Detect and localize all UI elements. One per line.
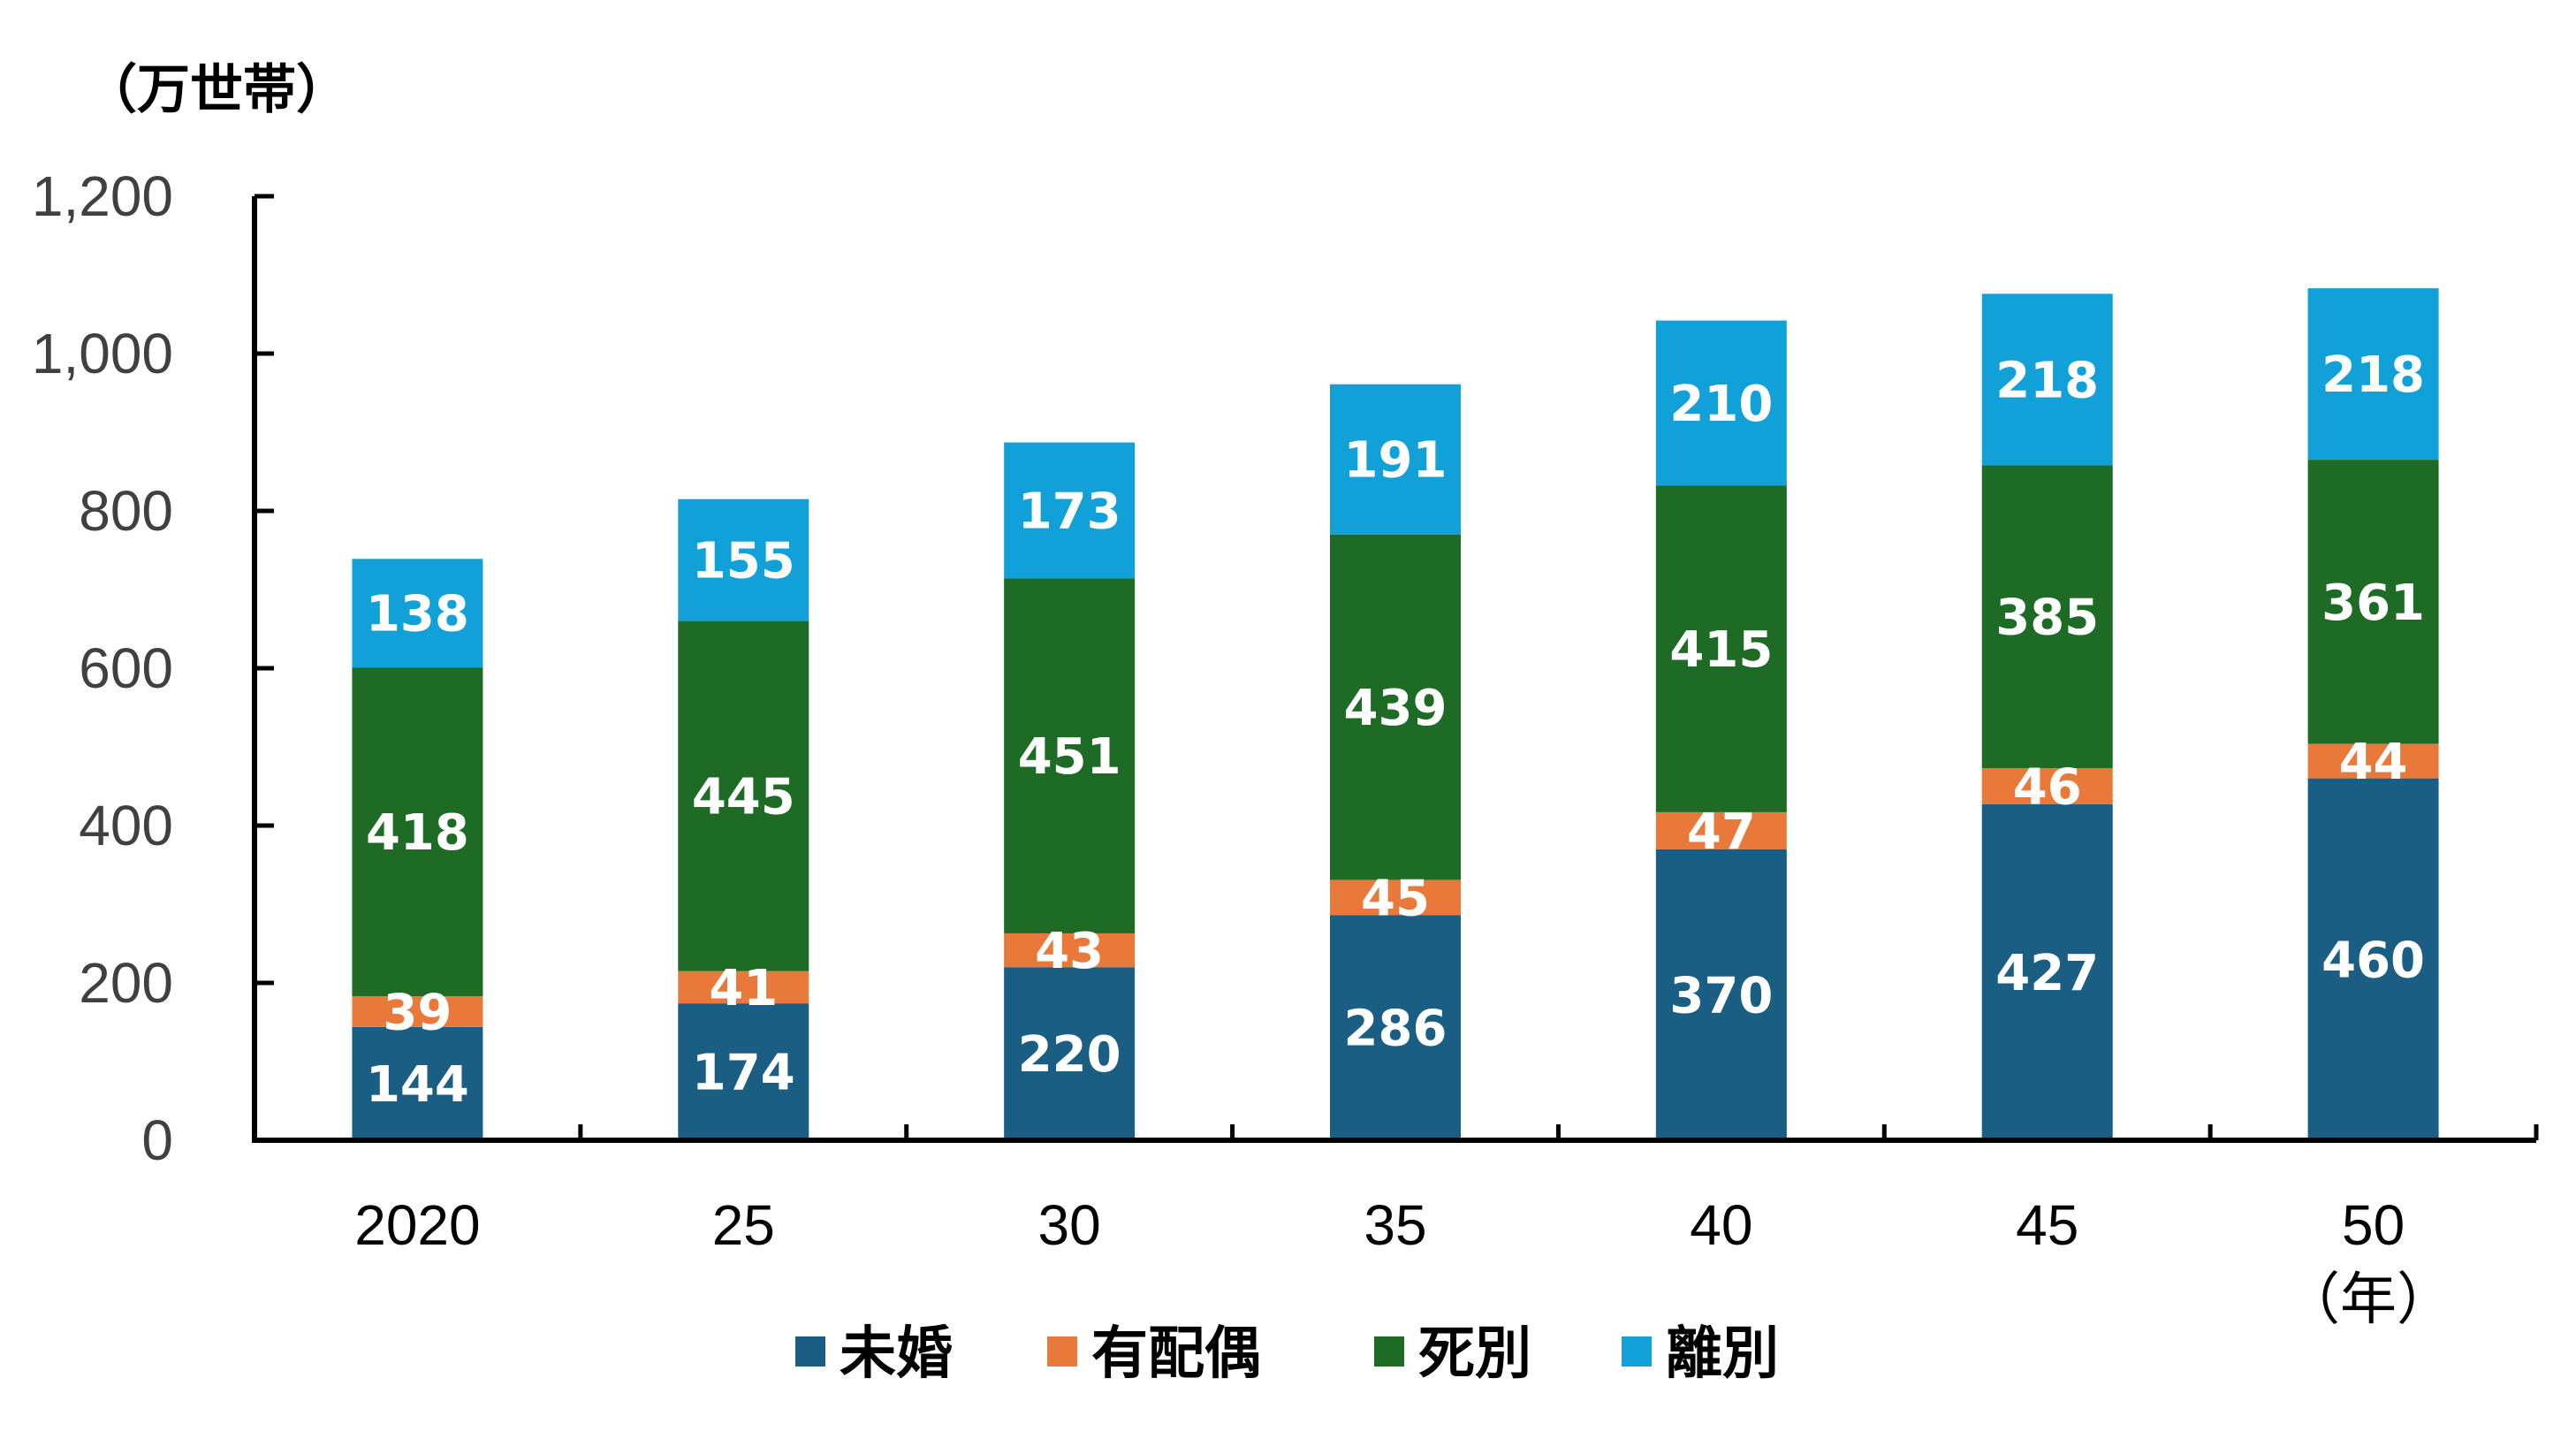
- data-labels: 144 39 418 138 174 41 445 155 220 43 451 173 286 45 43…: [366, 346, 2425, 1114]
- data-label: 218: [2321, 346, 2425, 404]
- data-label: 39: [383, 984, 452, 1041]
- x-tick-label: 50: [2342, 1193, 2405, 1257]
- bar-segment: [1981, 465, 2113, 769]
- legend-label: 死別: [1418, 1321, 1531, 1387]
- data-label: 286: [1344, 1001, 1448, 1058]
- bar-segment: [1330, 879, 1461, 916]
- legend-swatch: [795, 1336, 825, 1367]
- x-unit-label: （年）: [2283, 1268, 2453, 1331]
- y-tick-label: 600: [79, 636, 173, 700]
- bar-segment: [678, 499, 809, 621]
- data-label: 220: [1018, 1026, 1121, 1084]
- data-label: 385: [1995, 590, 2099, 647]
- bar-segment: [352, 667, 483, 997]
- data-label: 47: [1687, 803, 1756, 861]
- bar-segment: [2307, 743, 2439, 779]
- legend-label: 離別: [1666, 1321, 1779, 1387]
- legend-label: 有配偶: [1091, 1321, 1261, 1387]
- bars: [352, 288, 2439, 1140]
- x-tick-label: 40: [1690, 1193, 1752, 1257]
- data-label: 191: [1344, 432, 1448, 490]
- data-label: 451: [1018, 728, 1121, 786]
- x-tick-label: 30: [1038, 1193, 1101, 1257]
- y-tick-label: 400: [79, 794, 173, 857]
- bar-segment: [1004, 442, 1136, 579]
- legend-label: 未婚: [840, 1321, 953, 1387]
- data-label: 144: [366, 1056, 469, 1114]
- data-label: 43: [1035, 923, 1104, 980]
- data-label: 361: [2321, 575, 2425, 632]
- bar-segment: [1981, 293, 2113, 466]
- bar-segment: [1981, 768, 2113, 804]
- y-tick-label: 1,000: [32, 322, 173, 385]
- bar-segment: [2307, 778, 2439, 1140]
- x-tick-label: 35: [1364, 1193, 1426, 1257]
- bar-segment: [678, 1003, 809, 1140]
- x-tick-label: 2020: [354, 1193, 480, 1257]
- legend: 未婚 有配偶 死別 離別: [795, 1321, 1779, 1387]
- y-tick-label: 0: [141, 1108, 173, 1172]
- data-label: 44: [2339, 734, 2408, 791]
- data-label: 460: [2321, 932, 2425, 989]
- bar-segment: [1981, 803, 2113, 1140]
- axes: [252, 194, 2539, 1143]
- data-label: 218: [1995, 352, 2099, 409]
- bar-segment: [352, 559, 483, 668]
- data-label: 138: [366, 586, 469, 643]
- x-axis-ticks: 2020 25 30 35 40 45 50: [354, 1193, 2405, 1257]
- x-tick-label: 25: [712, 1193, 775, 1257]
- bar-segment: [352, 1026, 483, 1140]
- bar-segment: [1330, 915, 1461, 1140]
- bar-segment: [1655, 849, 1787, 1140]
- legend-swatch: [1047, 1336, 1077, 1367]
- data-label: 41: [709, 960, 778, 1017]
- bar-segment: [1330, 384, 1461, 535]
- data-label: 45: [1361, 870, 1430, 927]
- y-tick-label: 800: [79, 479, 173, 543]
- data-label: 445: [692, 769, 795, 826]
- data-label: 415: [1669, 621, 1773, 679]
- data-label: 210: [1669, 376, 1773, 433]
- data-label: 439: [1344, 680, 1448, 737]
- data-label: 155: [692, 533, 795, 590]
- bar-segment: [1330, 534, 1461, 880]
- legend-swatch: [1622, 1336, 1652, 1367]
- y-tick-label: 1,200: [32, 164, 173, 228]
- data-label: 174: [692, 1045, 795, 1102]
- bar-segment: [1655, 320, 1787, 486]
- x-tick-label: 45: [2016, 1193, 2078, 1257]
- y-unit-label: （万世帯）: [84, 59, 349, 121]
- bar-segment: [1004, 967, 1136, 1140]
- bar-segment: [1655, 811, 1787, 849]
- bar-segment: [678, 971, 809, 1004]
- data-label: 370: [1669, 967, 1773, 1024]
- bar-segment: [678, 621, 809, 971]
- bar-segment: [2307, 288, 2439, 461]
- bar-segment: [352, 996, 483, 1027]
- bar-segment: [2307, 460, 2439, 744]
- y-axis-ticks: 0 200 400 600 800 1,000 1,200: [32, 164, 173, 1172]
- y-tick-label: 200: [79, 951, 173, 1015]
- data-label: 46: [2013, 759, 2082, 817]
- legend-swatch: [1374, 1336, 1404, 1367]
- bar-segment: [1004, 933, 1136, 968]
- bar-segment: [1655, 485, 1787, 812]
- data-label: 427: [1995, 945, 2099, 1002]
- data-label: 418: [366, 804, 469, 862]
- bar-segment: [1004, 578, 1136, 933]
- data-label: 173: [1018, 483, 1121, 541]
